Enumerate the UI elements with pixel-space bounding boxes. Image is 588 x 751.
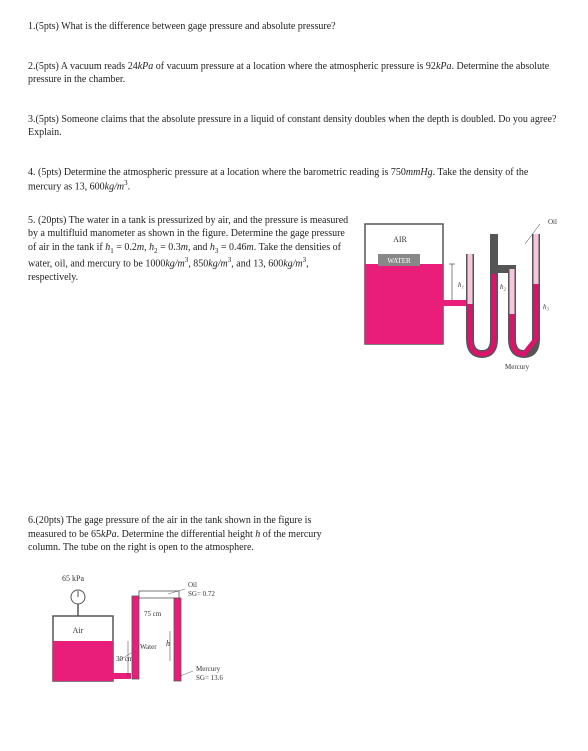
- p5-c: , 850: [188, 259, 208, 270]
- p6-b: . Determine the differential height: [117, 529, 256, 540]
- p2-unit2: kPa: [436, 61, 452, 72]
- problem-1: 1.(5pts) What is the difference between …: [28, 20, 560, 34]
- fig5-h1: h₁: [458, 281, 464, 289]
- problem-1-text: 1.(5pts) What is the difference between …: [28, 21, 336, 32]
- p5-s2: , and: [188, 242, 210, 253]
- fig5-air-label: AIR: [393, 235, 407, 244]
- p5-d: , and 13, 600: [231, 259, 283, 270]
- p5-h1u: m: [137, 242, 144, 253]
- fig6-sgoil: SG= 0.72: [188, 590, 215, 598]
- p5-h3e: = 0.46: [218, 242, 246, 253]
- fig5-oil-label: Oil: [548, 218, 557, 226]
- p2-unit1: kPa: [138, 61, 154, 72]
- p6-u1: kPa: [101, 529, 117, 540]
- p2-b: of vacuum pressure at a location where t…: [153, 61, 436, 72]
- problem-3: 3.(5pts) Someone claims that the absolut…: [28, 113, 560, 140]
- p5-h1e: = 0.2: [114, 242, 137, 253]
- fig6-75cm: 75 cm: [144, 610, 162, 618]
- p4-c: .: [128, 181, 131, 192]
- p5-h3u: m: [247, 242, 254, 253]
- p5-h2e: = 0.3: [158, 242, 181, 253]
- p5-h2u: m: [181, 242, 188, 253]
- fig5-h2: h₂: [500, 283, 507, 291]
- problem-5-text: 5. (20pts) The water in a tank is pressu…: [28, 214, 350, 379]
- fig6-water: Water: [140, 643, 157, 651]
- fig6-sghg: SG= 13.6: [196, 674, 223, 682]
- problem-5: 5. (20pts) The water in a tank is pressu…: [28, 214, 560, 379]
- p4-unit1: mmHg: [406, 167, 433, 178]
- fig6-mercury: Mercury: [196, 665, 221, 673]
- p5-d2u: kg/m: [208, 259, 227, 270]
- fig6-30cm: 30 cm: [116, 655, 134, 663]
- problem-5-figure: AIR WATER h₁ Oil: [360, 214, 560, 379]
- spacer: [28, 404, 560, 514]
- p4-unit2: kg/m: [105, 181, 124, 192]
- p2-a: 2.(5pts) A vacuum reads 24: [28, 61, 138, 72]
- fig5-water-label: WATER: [387, 257, 411, 265]
- problem-6-text: 6.(20pts) The gage pressure of the air i…: [28, 514, 348, 555]
- p4-a: 4. (5pts) Determine the atmospheric pres…: [28, 167, 406, 178]
- problem-2: 2.(5pts) A vacuum reads 24kPa of vacuum …: [28, 60, 560, 87]
- fig6-65kpa: 65 kPa: [62, 574, 84, 583]
- problem-3-text: 3.(5pts) Someone claims that the absolut…: [28, 114, 557, 139]
- manometer-diagram: AIR WATER h₁ Oil: [360, 214, 560, 374]
- p5-d1u: kg/m: [165, 259, 184, 270]
- fig6-h: h: [166, 639, 170, 648]
- fig6-oil: Oil: [188, 581, 197, 589]
- problem-6: 6.(20pts) The gage pressure of the air i…: [28, 514, 560, 705]
- problem-4: 4. (5pts) Determine the atmospheric pres…: [28, 166, 560, 194]
- problem-6-figure: 65 kPa Air 30 cm Water 75 cm: [48, 561, 278, 706]
- problem-5-row: 5. (20pts) The water in a tank is pressu…: [28, 214, 560, 379]
- fig5-h3: h₃: [543, 303, 550, 311]
- p5-d3u: kg/m: [283, 259, 302, 270]
- page-container: 1.(5pts) What is the difference between …: [0, 0, 588, 751]
- fig5-mercury-label: Mercury: [505, 363, 530, 371]
- tank-diagram: 65 kPa Air 30 cm Water 75 cm: [48, 561, 278, 701]
- fig6-air: Air: [73, 626, 84, 635]
